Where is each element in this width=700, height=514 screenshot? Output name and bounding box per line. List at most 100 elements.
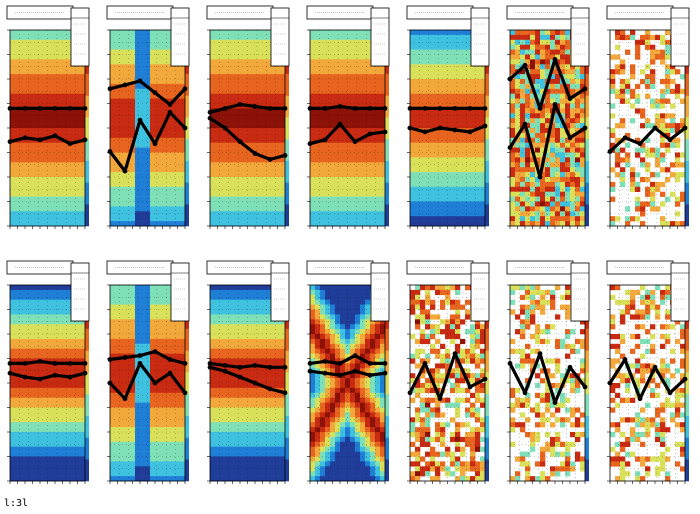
- heatmap-cell: [560, 83, 566, 90]
- heatmap-cell: [645, 34, 651, 41]
- heatmap-cell: [330, 83, 336, 90]
- heatmap-cell: [470, 93, 476, 99]
- heatmap-cell: [380, 74, 386, 80]
- heatmap-cell: [350, 98, 356, 104]
- heatmap-cell: [320, 201, 326, 207]
- heatmap-cell: [155, 206, 161, 212]
- heatmap-cell: [75, 64, 81, 70]
- heatmap-cell: [280, 221, 286, 227]
- heatmap-cell: [120, 93, 126, 99]
- heatmap-cell: [70, 98, 76, 104]
- heatmap-cell: [410, 221, 416, 227]
- heatmap-cell: [510, 108, 516, 114]
- heatmap-cell: [10, 108, 16, 114]
- heatmap-cell: [10, 392, 16, 398]
- heatmap-cell: [465, 142, 471, 148]
- heatmap-cell: [660, 34, 666, 41]
- heatmap-cell: [460, 147, 466, 153]
- heatmap-cell: [110, 69, 116, 75]
- heatmap-cell: [415, 49, 421, 55]
- heatmap-cell: [15, 83, 21, 90]
- heatmap-cell: [570, 196, 576, 202]
- heatmap-cell: [145, 49, 151, 55]
- heatmap-cell: [30, 324, 36, 330]
- heatmap-cell: [375, 196, 381, 202]
- heatmap-cell: [365, 206, 371, 212]
- heatmap-cell: [220, 34, 226, 41]
- profile-point: [537, 106, 543, 111]
- heatmap-cell: [450, 113, 456, 119]
- heatmap-cell: [510, 30, 516, 36]
- heatmap-cell: [335, 211, 341, 217]
- heatmap-cell: [210, 128, 216, 134]
- color-scale-step: [485, 138, 489, 161]
- heatmap-cell: [265, 128, 271, 134]
- profile-point: [437, 106, 443, 111]
- heatmap-cell: [540, 30, 546, 36]
- heatmap-cell: [420, 123, 426, 129]
- heatmap-cell: [450, 123, 456, 129]
- heatmap-cell: [110, 79, 116, 85]
- profile-point: [482, 123, 488, 129]
- heatmap-cell: [270, 211, 276, 217]
- heatmap-cell: [110, 118, 116, 124]
- heatmap-cell: [215, 147, 221, 153]
- heatmap-cell: [210, 211, 216, 217]
- heatmap-cell: [135, 191, 141, 197]
- heatmap-cell: [215, 69, 221, 75]
- heatmap-cell: [110, 98, 116, 104]
- heatmap-cell: [555, 128, 561, 134]
- heatmap-cell: [110, 93, 116, 99]
- heatmap-cell: [260, 118, 266, 124]
- heatmap-cell: [230, 142, 236, 148]
- heatmap-cell: [660, 98, 666, 104]
- heatmap-cell: [355, 83, 361, 90]
- heatmap-cell: [325, 108, 331, 114]
- heatmap-cell: [330, 93, 336, 99]
- heatmap-cell: [125, 142, 131, 148]
- heatmap-cell: [15, 329, 21, 335]
- heatmap-cell: [35, 157, 41, 163]
- heatmap-cell: [315, 103, 321, 109]
- heatmap-cell: [515, 177, 521, 183]
- heatmap-cell: [55, 441, 61, 447]
- heatmap-cell: [40, 142, 46, 148]
- heatmap-cell: [75, 79, 81, 85]
- heatmap-cell: [375, 83, 381, 90]
- heatmap-cell: [110, 142, 116, 148]
- heatmap-cell: [25, 162, 31, 168]
- heatmap-cell: [475, 108, 481, 114]
- heatmap-cell: [55, 466, 61, 472]
- profile-point: [352, 139, 358, 145]
- heatmap-cell: [440, 147, 446, 153]
- heatmap-cell: [560, 69, 566, 75]
- heatmap-cell: [420, 49, 426, 55]
- heatmap-cell: [10, 186, 16, 192]
- heatmap-cell: [430, 206, 436, 212]
- heatmap-cell: [330, 216, 336, 222]
- heatmap-cell: [630, 181, 636, 188]
- heatmap-cell: [430, 49, 436, 55]
- heatmap-cell: [180, 181, 186, 188]
- heatmap-cell: [340, 74, 346, 80]
- heatmap-cell: [640, 123, 646, 129]
- heatmap-cell: [550, 30, 556, 36]
- heatmap-cell: [555, 118, 561, 124]
- heatmap-cell: [45, 123, 51, 129]
- heatmap-cell: [135, 167, 141, 173]
- heatmap-cell: [355, 157, 361, 163]
- heatmap-cell: [255, 177, 261, 183]
- heatmap-cell: [140, 177, 146, 183]
- heatmap-cell: [310, 211, 316, 217]
- heatmap-cell: [380, 191, 386, 197]
- heatmap-cell: [240, 69, 246, 75]
- heatmap-cell: [110, 162, 116, 168]
- heatmap-cell: [355, 123, 361, 129]
- heatmap-cell: [330, 142, 336, 148]
- heatmap-cell: [575, 196, 581, 202]
- heatmap-cell: [215, 74, 221, 80]
- heatmap-cell: [70, 334, 76, 340]
- heatmap-cell: [575, 79, 581, 85]
- heatmap-cell: [50, 436, 56, 443]
- heatmap-cell: [260, 54, 266, 60]
